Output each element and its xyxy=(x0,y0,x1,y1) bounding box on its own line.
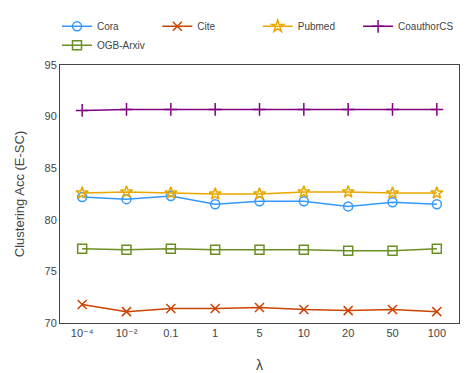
svg-text:85: 85 xyxy=(45,162,57,174)
svg-text:1: 1 xyxy=(212,327,218,339)
svg-text:10: 10 xyxy=(298,327,310,339)
svg-text:Cite: Cite xyxy=(197,21,215,32)
svg-text:Clustering Acc (E-SC): Clustering Acc (E-SC) xyxy=(12,131,27,257)
svg-text:Cora: Cora xyxy=(97,21,119,32)
svg-text:0.1: 0.1 xyxy=(163,327,178,339)
svg-text:90: 90 xyxy=(45,110,57,122)
svg-text:λ: λ xyxy=(256,357,263,373)
svg-text:100: 100 xyxy=(428,327,446,339)
svg-text:20: 20 xyxy=(342,327,354,339)
svg-text:95: 95 xyxy=(45,59,57,71)
svg-text:10⁻²: 10⁻² xyxy=(116,327,138,339)
svg-text:Pubmed: Pubmed xyxy=(298,21,335,32)
svg-text:10⁻⁴: 10⁻⁴ xyxy=(71,327,94,339)
svg-text:5: 5 xyxy=(256,327,262,339)
svg-text:CoauthorCS: CoauthorCS xyxy=(398,21,453,32)
svg-text:75: 75 xyxy=(45,265,57,277)
svg-text:OGB-Arxiv: OGB-Arxiv xyxy=(97,40,145,51)
svg-text:70: 70 xyxy=(45,317,57,329)
svg-text:50: 50 xyxy=(386,327,398,339)
svg-text:80: 80 xyxy=(45,214,57,226)
